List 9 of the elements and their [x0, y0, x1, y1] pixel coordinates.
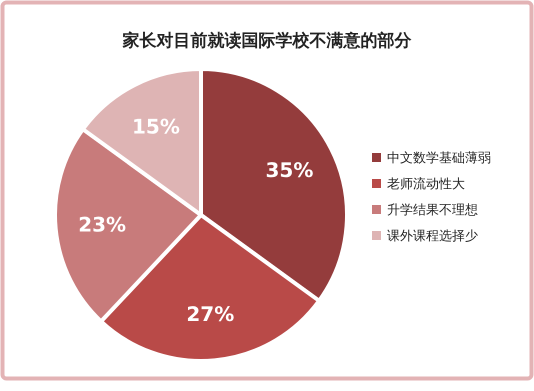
data-label: 35% — [266, 158, 314, 182]
chart-title: 家长对目前就读国际学校不满意的部分 — [122, 31, 412, 51]
legend-label: 老师流动性大 — [387, 176, 465, 192]
legend-label: 课外课程选择少 — [387, 229, 478, 244]
data-label: 15% — [132, 114, 180, 139]
data-label: 27% — [186, 302, 234, 326]
legend-label: 升学结果不理想 — [387, 203, 478, 218]
legend-label: 中文数学基础薄弱 — [387, 151, 491, 166]
data-label: 23% — [78, 212, 126, 236]
